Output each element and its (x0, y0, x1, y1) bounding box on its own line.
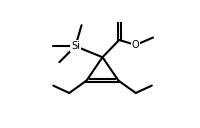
Text: O: O (132, 40, 140, 50)
Text: Si: Si (71, 41, 80, 51)
